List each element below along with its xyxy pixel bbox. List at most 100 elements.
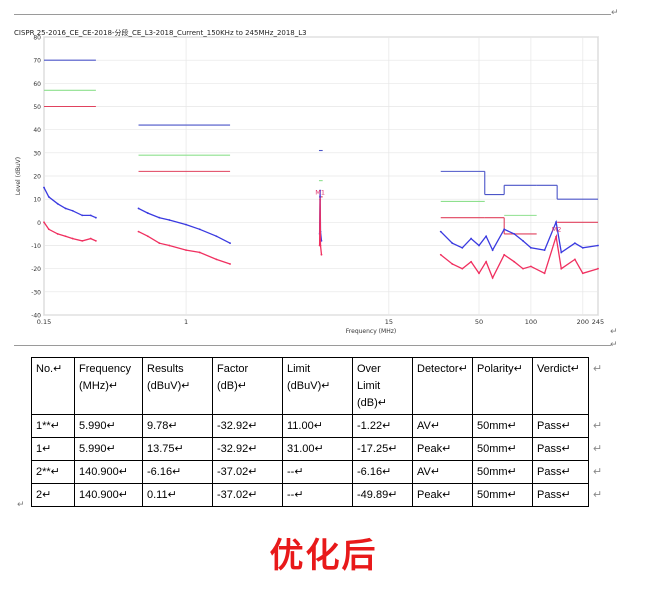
table-cell: Peak↵ bbox=[412, 483, 473, 507]
y-tick-label: 80 bbox=[33, 35, 41, 42]
table-header-row: No.↵ Frequency (MHz)↵ Results (dBuV)↵ Factor … bbox=[31, 357, 606, 415]
table-header-cell: Limit (dBuV)↵ bbox=[282, 357, 353, 415]
series-point bbox=[71, 209, 74, 212]
marker-label: M1 bbox=[315, 189, 325, 197]
x-axis-label: Frequency (MHz) bbox=[346, 328, 396, 335]
y-tick-label: -40 bbox=[31, 313, 41, 320]
table-cell: 50mm↵ bbox=[472, 460, 533, 484]
series-point bbox=[198, 228, 201, 231]
series-point bbox=[185, 223, 187, 226]
table-cell: 31.00↵ bbox=[282, 437, 353, 461]
table-header-cell: Polarity↵ bbox=[472, 357, 533, 415]
x-tick-label: 200 bbox=[577, 318, 589, 326]
table-cell: 2↵ bbox=[31, 483, 75, 507]
results-table: No.↵ Frequency (MHz)↵ Results (dBuV)↵ Factor … bbox=[31, 357, 606, 507]
series-point bbox=[146, 235, 149, 238]
header-line: No.↵ bbox=[36, 363, 63, 375]
paragraph-return-mark: ↵ bbox=[17, 500, 25, 510]
table-cell: Pass↵ bbox=[532, 414, 589, 438]
row-return-mark: ↵ bbox=[593, 442, 603, 455]
table-cell: -32.92↵ bbox=[212, 414, 283, 438]
series-point bbox=[529, 246, 532, 249]
table-cell: 5.990↵ bbox=[74, 437, 143, 461]
paragraph-return-mark: ↵ bbox=[610, 327, 618, 337]
series-point bbox=[56, 202, 59, 205]
chart-title: CISPR 25-2016_CE_CE-2018-分段_CE_L3-2018_C… bbox=[14, 29, 307, 37]
row-return-mark: ↵ bbox=[593, 419, 603, 432]
header-line: Verdict↵ bbox=[537, 363, 580, 375]
y-tick-label: 70 bbox=[33, 58, 41, 65]
series-point bbox=[503, 253, 506, 256]
series-point bbox=[215, 258, 218, 261]
table-cell: -6.16↵ bbox=[352, 460, 413, 484]
series-point bbox=[529, 265, 532, 268]
series-point bbox=[513, 260, 516, 263]
series-line bbox=[138, 231, 231, 265]
series-point bbox=[229, 242, 231, 245]
series-point bbox=[64, 235, 67, 238]
series-point bbox=[478, 244, 480, 247]
table-cell: Pass↵ bbox=[532, 483, 589, 507]
table-cell: -49.89↵ bbox=[352, 483, 413, 507]
series-point bbox=[560, 267, 563, 270]
series-point bbox=[485, 235, 488, 238]
header-line: (MHz)↵ bbox=[79, 380, 119, 392]
y-tick-label: 20 bbox=[33, 174, 41, 181]
series-point bbox=[451, 242, 454, 245]
series-point bbox=[555, 221, 557, 223]
table-header-cell: Frequency (MHz)↵ bbox=[74, 357, 143, 415]
series-point bbox=[47, 195, 50, 198]
table-cell: -37.02↵ bbox=[212, 483, 283, 507]
header-line: (dBuV)↵ bbox=[287, 380, 331, 392]
series-point bbox=[95, 216, 97, 219]
header-line: Results bbox=[147, 363, 184, 375]
table-cell: 50mm↵ bbox=[472, 437, 533, 461]
x-tick-label: 245 bbox=[592, 318, 604, 326]
table-cell: -32.92↵ bbox=[212, 437, 283, 461]
row-return-mark: ↵ bbox=[593, 362, 603, 375]
series-point bbox=[543, 249, 546, 252]
series-point bbox=[89, 214, 92, 217]
table-cell: 1↵ bbox=[31, 437, 75, 461]
series-point bbox=[81, 214, 84, 217]
table-header-cell: Verdict↵ bbox=[532, 357, 589, 415]
series-point bbox=[146, 212, 149, 214]
series-point bbox=[543, 272, 546, 275]
series-point bbox=[461, 246, 464, 249]
table-cell: -37.02↵ bbox=[212, 460, 283, 484]
table-cell: --↵ bbox=[282, 460, 353, 484]
series-point bbox=[185, 249, 187, 252]
y-tick-label: -20 bbox=[31, 266, 41, 273]
series-point bbox=[574, 258, 576, 261]
header-line: (dB)↵ bbox=[357, 397, 387, 409]
table-cell: 140.900↵ bbox=[74, 460, 143, 484]
y-tick-label: 50 bbox=[33, 104, 41, 111]
row-return-mark: ↵ bbox=[593, 488, 603, 501]
series-point bbox=[319, 189, 322, 192]
series-point bbox=[485, 260, 488, 263]
series-point bbox=[597, 267, 599, 270]
table-cell: AV↵ bbox=[412, 414, 473, 438]
header-line: Factor (dB)↵ bbox=[217, 363, 249, 392]
table-cell: 13.75↵ bbox=[142, 437, 213, 461]
series-point bbox=[158, 242, 161, 245]
header-line: Polarity↵ bbox=[477, 363, 523, 375]
y-tick-label: 0 bbox=[37, 220, 41, 227]
header-line: Frequency bbox=[79, 363, 131, 375]
series-line bbox=[318, 199, 323, 255]
series-point bbox=[451, 263, 454, 265]
y-tick-label: 10 bbox=[33, 197, 41, 204]
series-point bbox=[470, 237, 473, 240]
table-cell: 50mm↵ bbox=[472, 414, 533, 438]
series-point bbox=[522, 267, 524, 270]
table-cell: 50mm↵ bbox=[472, 483, 533, 507]
series-point bbox=[215, 235, 218, 238]
table-cell: AV↵ bbox=[412, 460, 473, 484]
series-point bbox=[574, 242, 576, 245]
header-line: Over bbox=[357, 363, 381, 375]
series-line bbox=[138, 207, 231, 244]
series-point bbox=[581, 246, 584, 249]
marker-label: M2 bbox=[552, 226, 562, 234]
x-tick-label: 0.15 bbox=[37, 318, 51, 326]
series-line bbox=[43, 187, 97, 219]
